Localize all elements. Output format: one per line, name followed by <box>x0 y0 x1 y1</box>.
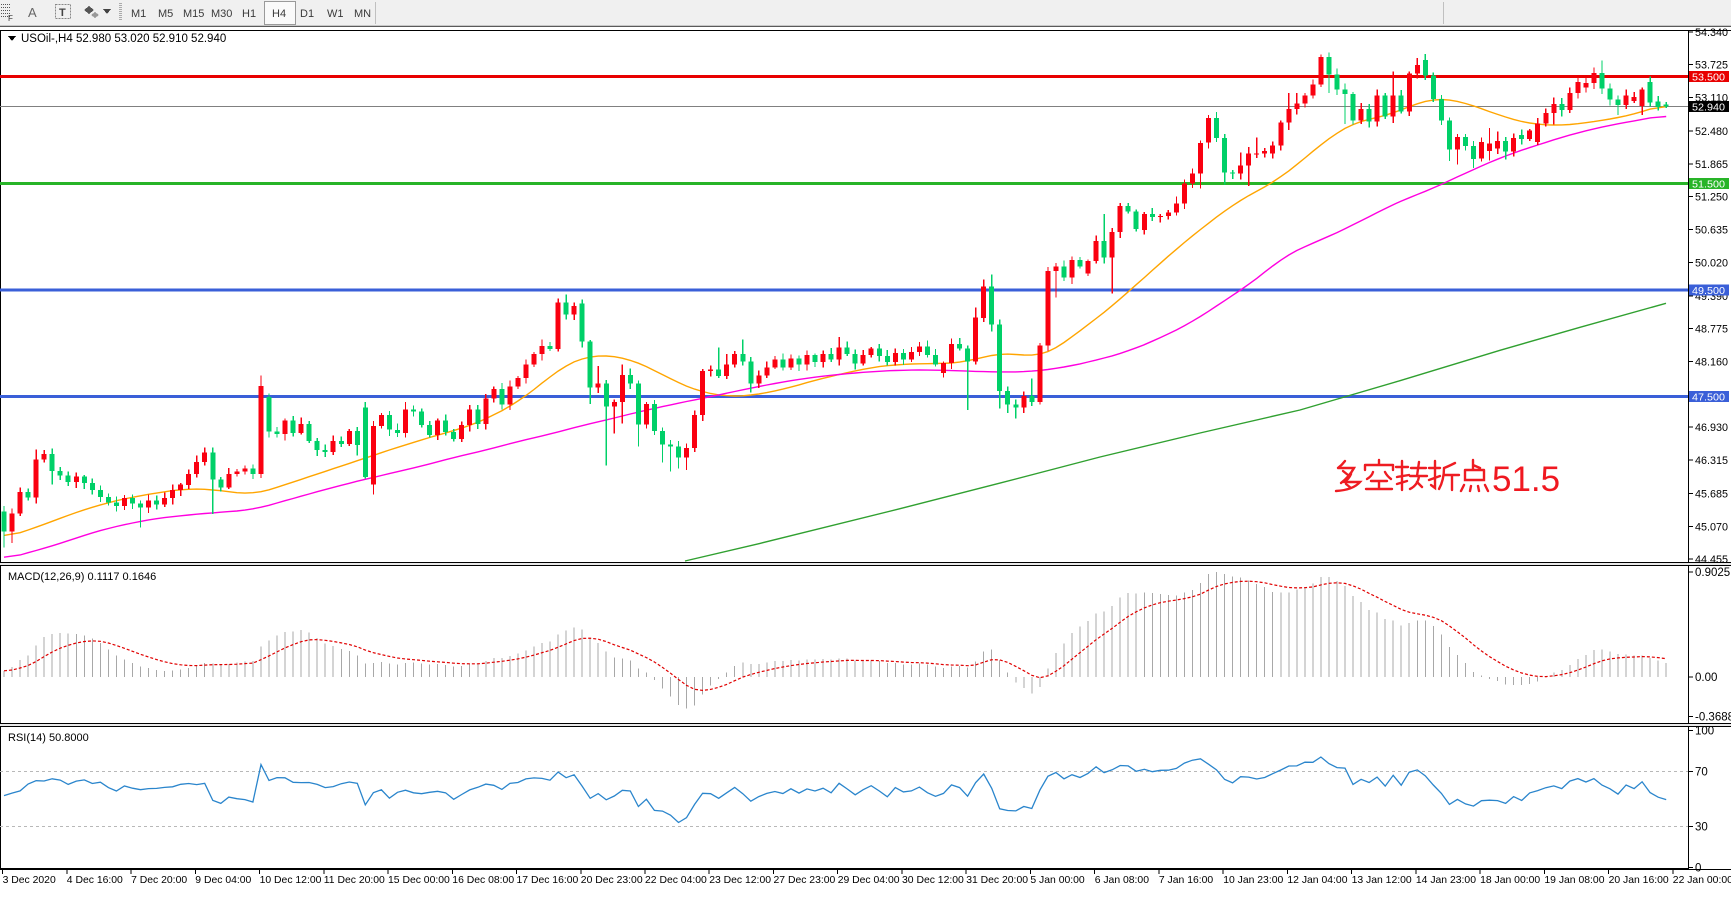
svg-text:20 Dec 23:00: 20 Dec 23:00 <box>581 875 643 886</box>
svg-text:10 Jan 23:00: 10 Jan 23:00 <box>1223 875 1283 886</box>
svg-text:18 Jan 00:00: 18 Jan 00:00 <box>1480 875 1540 886</box>
svg-text:H1: H1 <box>242 8 256 20</box>
svg-text:14 Jan 23:00: 14 Jan 23:00 <box>1416 875 1476 886</box>
svg-text:11 Dec 20:00: 11 Dec 20:00 <box>324 875 385 886</box>
svg-text:A: A <box>28 5 37 20</box>
svg-text:13 Jan 12:00: 13 Jan 12:00 <box>1352 875 1412 886</box>
svg-text:10 Dec 12:00: 10 Dec 12:00 <box>260 875 322 886</box>
svg-text:51.500: 51.500 <box>1692 178 1725 190</box>
svg-text:0.00: 0.00 <box>1695 672 1717 684</box>
svg-text:D1: D1 <box>300 8 314 20</box>
svg-text:48.160: 48.160 <box>1695 357 1728 369</box>
svg-text:0.9025: 0.9025 <box>1695 567 1730 579</box>
svg-text:6 Jan 08:00: 6 Jan 08:00 <box>1095 875 1150 886</box>
svg-text:F: F <box>8 14 13 23</box>
svg-text:44.455: 44.455 <box>1695 554 1728 566</box>
svg-text:45.685: 45.685 <box>1695 489 1728 501</box>
svg-text:46.315: 46.315 <box>1695 455 1728 467</box>
svg-text:27 Dec 23:00: 27 Dec 23:00 <box>774 875 836 886</box>
svg-text:47.500: 47.500 <box>1692 392 1725 404</box>
svg-text:W1: W1 <box>327 8 344 20</box>
svg-text:M1: M1 <box>131 8 146 20</box>
svg-text:19 Jan 08:00: 19 Jan 08:00 <box>1544 875 1604 886</box>
svg-text:15 Dec 00:00: 15 Dec 00:00 <box>388 875 450 886</box>
svg-text:7 Jan 16:00: 7 Jan 16:00 <box>1159 875 1214 886</box>
svg-text:53.725: 53.725 <box>1695 60 1728 72</box>
svg-text:3 Dec 2020: 3 Dec 2020 <box>3 875 56 886</box>
svg-text:4 Dec 16:00: 4 Dec 16:00 <box>67 875 123 886</box>
svg-text:5 Jan 00:00: 5 Jan 00:00 <box>1030 875 1085 886</box>
svg-text:M5: M5 <box>158 8 173 20</box>
svg-text:46.930: 46.930 <box>1695 422 1728 434</box>
svg-text:H4: H4 <box>272 8 286 20</box>
svg-text:23 Dec 12:00: 23 Dec 12:00 <box>709 875 771 886</box>
svg-text:USOil-,H4 52.980 53.020 52.91: USOil-,H4 52.980 53.020 52.910 52.940 <box>21 33 226 45</box>
svg-text:50.020: 50.020 <box>1695 257 1728 269</box>
svg-text:48.775: 48.775 <box>1695 324 1728 336</box>
svg-text:M30: M30 <box>211 8 232 20</box>
svg-text:T: T <box>59 7 66 19</box>
svg-text:M15: M15 <box>183 8 204 20</box>
svg-text:7 Dec 20:00: 7 Dec 20:00 <box>131 875 187 886</box>
svg-text:16 Dec 08:00: 16 Dec 08:00 <box>452 875 514 886</box>
svg-text:45.070: 45.070 <box>1695 521 1728 533</box>
svg-text:54.340: 54.340 <box>1695 27 1728 39</box>
svg-text:52.940: 52.940 <box>1692 102 1725 114</box>
svg-text:51.5: 51.5 <box>1492 460 1560 499</box>
svg-text:20 Jan 16:00: 20 Jan 16:00 <box>1609 875 1669 886</box>
svg-text:MN: MN <box>354 8 371 20</box>
svg-text:0: 0 <box>1695 863 1701 875</box>
svg-text:70: 70 <box>1695 767 1708 779</box>
svg-text:MACD(12,26,9) 0.1117 0.1646: MACD(12,26,9) 0.1117 0.1646 <box>8 571 156 583</box>
svg-text:30 Dec 12:00: 30 Dec 12:00 <box>902 875 964 886</box>
svg-text:RSI(14) 50.8000: RSI(14) 50.8000 <box>8 732 89 744</box>
svg-text:22 Jan 00:00: 22 Jan 00:00 <box>1673 875 1731 886</box>
svg-text:30: 30 <box>1695 822 1708 834</box>
svg-text:9 Dec 04:00: 9 Dec 04:00 <box>195 875 251 886</box>
svg-text:12 Jan 04:00: 12 Jan 04:00 <box>1287 875 1347 886</box>
svg-text:-0.3688: -0.3688 <box>1695 712 1731 724</box>
svg-text:51.250: 51.250 <box>1695 192 1728 204</box>
svg-text:49.500: 49.500 <box>1692 285 1725 297</box>
svg-text:53.500: 53.500 <box>1692 72 1725 84</box>
svg-text:100: 100 <box>1695 726 1714 738</box>
svg-text:50.635: 50.635 <box>1695 224 1728 236</box>
svg-text:29 Dec 04:00: 29 Dec 04:00 <box>838 875 900 886</box>
svg-text:52.480: 52.480 <box>1695 126 1728 138</box>
svg-text:51.865: 51.865 <box>1695 159 1728 171</box>
svg-text:17 Dec 16:00: 17 Dec 16:00 <box>517 875 579 886</box>
svg-text:22 Dec 04:00: 22 Dec 04:00 <box>645 875 707 886</box>
svg-text:31 Dec 20:00: 31 Dec 20:00 <box>966 875 1028 886</box>
